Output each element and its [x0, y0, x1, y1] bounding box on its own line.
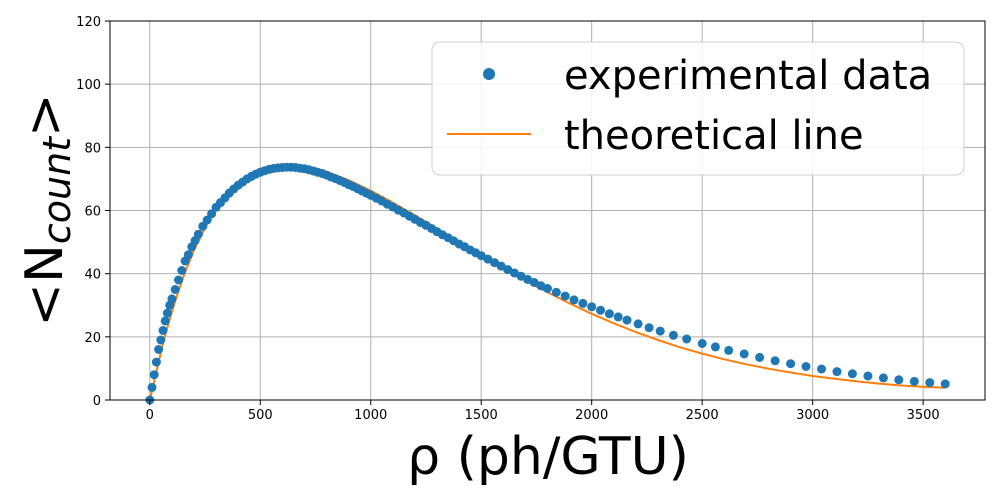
- data-point: [170, 285, 180, 294]
- data-point: [177, 266, 187, 275]
- data-point: [587, 302, 597, 312]
- data-point: [863, 371, 873, 381]
- data-point: [198, 221, 208, 231]
- legend: experimental data theoretical line: [431, 41, 965, 176]
- data-point: [682, 334, 692, 344]
- x-tick-label: 1000: [354, 408, 387, 423]
- data-point: [560, 291, 570, 301]
- y-tick-label: 0: [93, 394, 101, 409]
- data-point: [668, 330, 678, 340]
- x-tick-label: 2000: [575, 408, 608, 423]
- data-point: [878, 373, 888, 383]
- experimental-data-layer: [145, 162, 950, 405]
- data-point: [596, 305, 605, 315]
- data-point: [832, 367, 842, 377]
- data-point: [786, 359, 796, 369]
- data-point: [503, 265, 513, 275]
- data-point: [633, 319, 643, 329]
- data-point: [697, 339, 707, 348]
- y-axis-label-main: <N: [15, 244, 75, 326]
- data-point: [578, 298, 588, 308]
- data-point: [490, 258, 499, 268]
- y-axis-label-close: >: [15, 93, 75, 137]
- data-point: [644, 323, 654, 333]
- data-point: [202, 215, 212, 225]
- legend-label-theoretical-line: theoretical line: [564, 113, 864, 159]
- data-point: [739, 349, 749, 359]
- data-point: [207, 209, 217, 219]
- data-point: [770, 356, 780, 366]
- data-point: [604, 309, 614, 319]
- data-point: [167, 294, 177, 304]
- theoretical-line: [148, 163, 946, 401]
- data-point: [724, 345, 734, 355]
- legend-label-experimental-data: experimental data: [564, 53, 932, 99]
- theoretical-line-layer: [148, 163, 946, 401]
- x-axis-ticks: 0 500 1000 1500 2000 2500 3000 3500: [146, 400, 940, 423]
- data-point: [483, 254, 493, 264]
- y-axis-label: <Ncount>: [15, 93, 79, 326]
- x-tick-label: 1500: [465, 408, 498, 423]
- data-point: [183, 250, 193, 260]
- data-point: [940, 379, 950, 389]
- data-point: [496, 261, 506, 271]
- data-point: [925, 378, 935, 388]
- data-point: [158, 326, 168, 335]
- data-point: [151, 357, 161, 367]
- data-point: [551, 287, 561, 297]
- data-point: [543, 284, 552, 293]
- x-tick-label: 500: [248, 408, 273, 423]
- y-tick-label: 20: [84, 331, 101, 346]
- x-axis-label: ρ (ph/GTU): [407, 427, 689, 487]
- y-tick-label: 120: [76, 15, 101, 30]
- x-tick-label: 3500: [907, 408, 940, 423]
- legend-box: [431, 41, 965, 176]
- data-point: [613, 312, 623, 322]
- data-point: [156, 335, 166, 345]
- y-axis-label-subscript: count: [35, 135, 79, 244]
- data-point: [817, 364, 826, 374]
- data-point: [847, 369, 857, 379]
- y-tick-label: 60: [84, 205, 101, 220]
- legend-marker-experimental-data: [483, 68, 495, 80]
- data-point: [193, 229, 203, 239]
- x-tick-label: 0: [146, 408, 154, 423]
- data-point: [147, 382, 157, 392]
- data-point: [154, 345, 164, 354]
- data-point: [909, 376, 919, 386]
- data-point: [894, 375, 904, 385]
- data-point: [162, 308, 172, 318]
- data-point: [569, 295, 579, 305]
- y-tick-label: 80: [84, 141, 101, 156]
- data-point: [160, 316, 170, 326]
- data-point: [529, 278, 539, 287]
- x-tick-label: 2500: [686, 408, 719, 423]
- x-tick-label: 3000: [796, 408, 829, 423]
- data-point: [174, 275, 183, 285]
- data-point: [622, 315, 632, 325]
- data-point: [710, 342, 720, 352]
- data-point: [149, 370, 159, 380]
- y-axis-ticks: 0 20 40 60 80 100 120: [76, 15, 110, 409]
- data-point: [655, 326, 665, 336]
- data-point: [755, 352, 765, 362]
- y-tick-label: 100: [76, 78, 101, 93]
- data-point: [801, 362, 811, 371]
- y-tick-label: 40: [84, 268, 101, 283]
